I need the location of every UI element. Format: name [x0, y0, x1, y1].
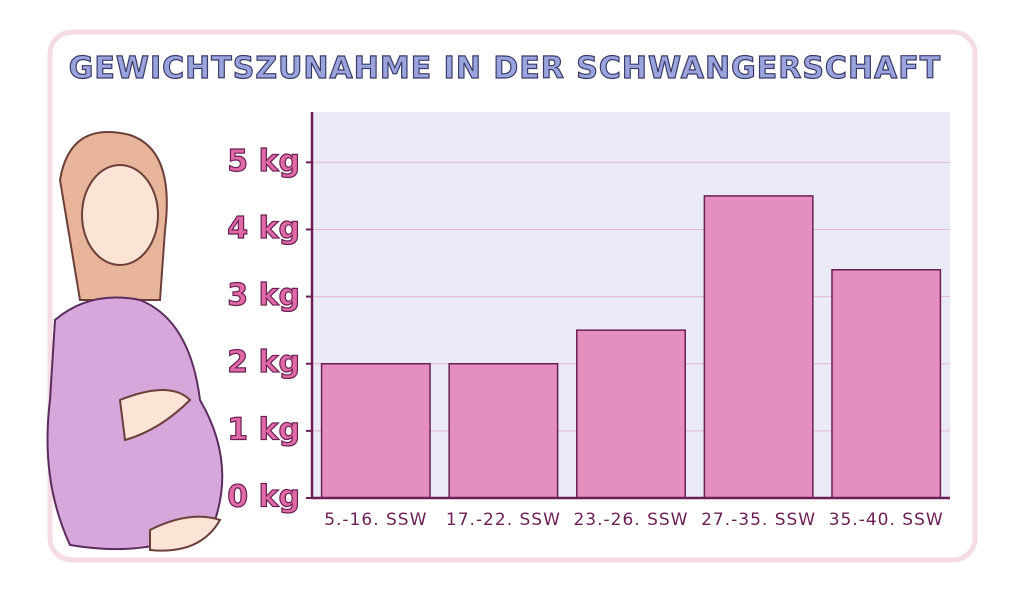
chart-title: GEWICHTSZUNAHME IN DER SCHWANGERSCHAFT	[69, 51, 941, 86]
bar	[320, 362, 431, 499]
x-tick-label: 23.-26. SSW	[573, 510, 688, 530]
y-tick-label: 4 kg	[227, 211, 300, 246]
illustration	[46, 131, 224, 552]
x-tick-label: 17.-22. SSW	[446, 510, 561, 530]
x-tick-label: 5.-16. SSW	[324, 510, 427, 530]
y-tick-label: 0 kg	[227, 480, 300, 515]
bar	[576, 329, 686, 499]
bar	[448, 362, 559, 499]
x-tick-label: 27.-35. SSW	[701, 510, 816, 530]
bar	[703, 195, 814, 499]
y-tick-label: 2 kg	[227, 345, 300, 380]
y-tick-label: 5 kg	[227, 144, 300, 179]
y-tick-label: 3 kg	[227, 278, 300, 313]
bar	[831, 269, 942, 499]
y-tick-label: 1 kg	[227, 412, 300, 447]
x-tick-label: 35.-40. SSW	[829, 510, 944, 530]
